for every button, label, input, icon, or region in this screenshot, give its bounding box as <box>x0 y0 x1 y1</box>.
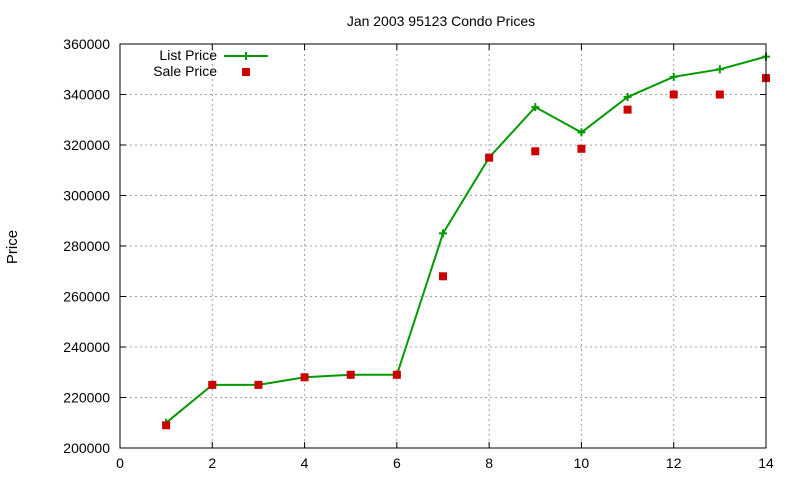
sale-price-point <box>162 421 171 430</box>
legend-marker-list-price <box>242 52 250 60</box>
sale-price-point <box>300 373 309 382</box>
list-price-line <box>165 55 767 424</box>
list-price-point <box>577 128 586 137</box>
y-tick-label: 200000 <box>63 440 110 456</box>
sale-price-point <box>577 144 586 153</box>
x-tick-label: 12 <box>666 455 682 471</box>
legend: List Price Sale Price <box>153 47 268 79</box>
x-tick-label: 10 <box>574 455 590 471</box>
x-tick-label: 2 <box>208 455 216 471</box>
y-tick-label: 280000 <box>63 238 110 254</box>
grid-lines <box>120 44 766 448</box>
y-axis-label: Price <box>4 230 21 264</box>
data-series <box>162 52 770 430</box>
legend-marker-sale-price <box>242 68 250 76</box>
x-tick-label: 14 <box>758 455 774 471</box>
list-price-point <box>531 103 540 112</box>
sale-price-point <box>346 370 355 379</box>
plot-frame <box>119 43 767 449</box>
y-tick-label: 240000 <box>63 339 110 355</box>
y-tick-label: 300000 <box>63 188 110 204</box>
y-tick-label: 220000 <box>63 390 110 406</box>
y-tick-label: 340000 <box>63 87 110 103</box>
sale-price-point <box>623 105 632 114</box>
y-tick-label: 260000 <box>63 289 110 305</box>
axis-ticks: 0 2 4 6 8 10 12 14 200000 220000 240000 260000 28000… <box>63 36 774 471</box>
list-price-point <box>623 93 632 102</box>
list-price-point <box>669 72 678 81</box>
sale-price-point <box>254 380 263 389</box>
y-tick-label: 360000 <box>63 36 110 52</box>
sale-price-point <box>208 380 217 389</box>
sale-price-point <box>715 90 724 99</box>
sale-price-point <box>392 370 401 379</box>
legend-label-sale-price: Sale Price <box>153 63 217 79</box>
y-tick-label: 320000 <box>63 137 110 153</box>
x-tick-label: 0 <box>116 455 124 471</box>
x-tick-label: 8 <box>485 455 493 471</box>
x-tick-label: 6 <box>393 455 401 471</box>
legend-label-list-price: List Price <box>159 47 217 63</box>
x-tick-label: 4 <box>301 455 309 471</box>
sale-price-point <box>485 153 494 162</box>
chart-title: Jan 2003 95123 Condo Prices <box>347 13 535 29</box>
list-price-point <box>439 229 447 238</box>
sale-price-point <box>669 90 678 99</box>
list-price-point <box>715 65 724 74</box>
sale-price-point <box>439 272 447 281</box>
sale-price-point <box>531 147 540 156</box>
